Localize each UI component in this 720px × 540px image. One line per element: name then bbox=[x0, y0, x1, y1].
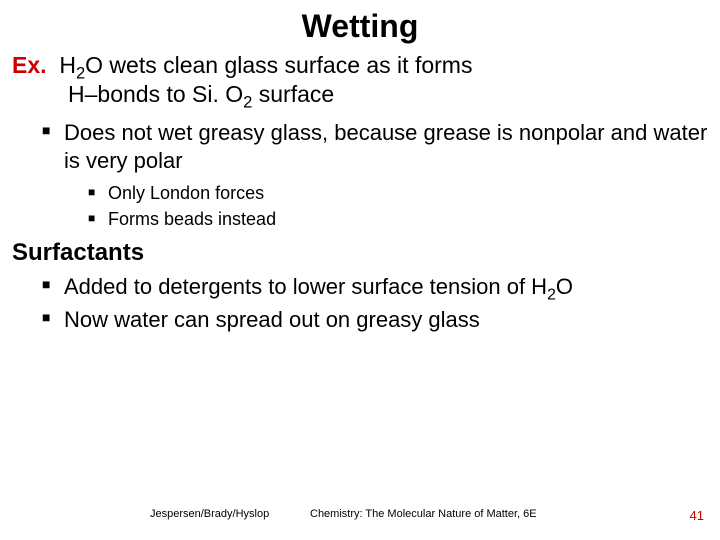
bullet-list-2: Added to detergents to lower surface ten… bbox=[42, 273, 708, 333]
ex2-prefix: H–bonds to Si. O bbox=[68, 81, 243, 107]
example-line-2: H–bonds to Si. O2 surface bbox=[68, 80, 708, 109]
bullet-text-2a-suffix: O bbox=[556, 274, 573, 299]
example-label: Ex. bbox=[12, 52, 47, 78]
page-number: 41 bbox=[690, 508, 704, 523]
bullet-text-2a-prefix: Added to detergents to lower surface ten… bbox=[64, 274, 547, 299]
footer-book-title: Chemistry: The Molecular Nature of Matte… bbox=[310, 508, 537, 520]
section-heading: Surfactants bbox=[12, 239, 708, 267]
ex-h: H bbox=[59, 52, 76, 78]
slide: Wetting Ex. H2O wets clean glass surface… bbox=[0, 0, 720, 540]
list-item: Forms beads instead bbox=[88, 207, 708, 231]
list-item: Added to detergents to lower surface ten… bbox=[42, 273, 708, 301]
example-text-1: H2O wets clean glass surface as it forms bbox=[53, 52, 473, 78]
list-item: Now water can spread out on greasy glass bbox=[42, 306, 708, 334]
bullet-text: Does not wet greasy glass, because greas… bbox=[64, 120, 707, 173]
bullet-text-2a-sub: 2 bbox=[547, 287, 556, 304]
ex2-suffix: surface bbox=[252, 81, 334, 107]
ex2-sub: 2 bbox=[243, 92, 252, 111]
bullet-text-2b: Now water can spread out on greasy glass bbox=[64, 307, 480, 332]
sub-bullet-text: Only London forces bbox=[108, 183, 264, 203]
example-line-1: Ex. H2O wets clean glass surface as it f… bbox=[12, 51, 708, 80]
slide-title: Wetting bbox=[12, 8, 708, 45]
sub-bullet-text: Forms beads instead bbox=[108, 209, 276, 229]
sub-bullet-list: Only London forces Forms beads instead bbox=[88, 181, 708, 232]
footer-authors: Jespersen/Brady/Hyslop bbox=[150, 508, 269, 520]
list-item: Only London forces bbox=[88, 181, 708, 205]
footer: Jespersen/Brady/Hyslop Chemistry: The Mo… bbox=[0, 508, 720, 526]
bullet-list-1: Does not wet greasy glass, because greas… bbox=[42, 119, 708, 232]
list-item: Does not wet greasy glass, because greas… bbox=[42, 119, 708, 232]
ex-mid: O wets clean glass surface as it forms bbox=[85, 52, 472, 78]
